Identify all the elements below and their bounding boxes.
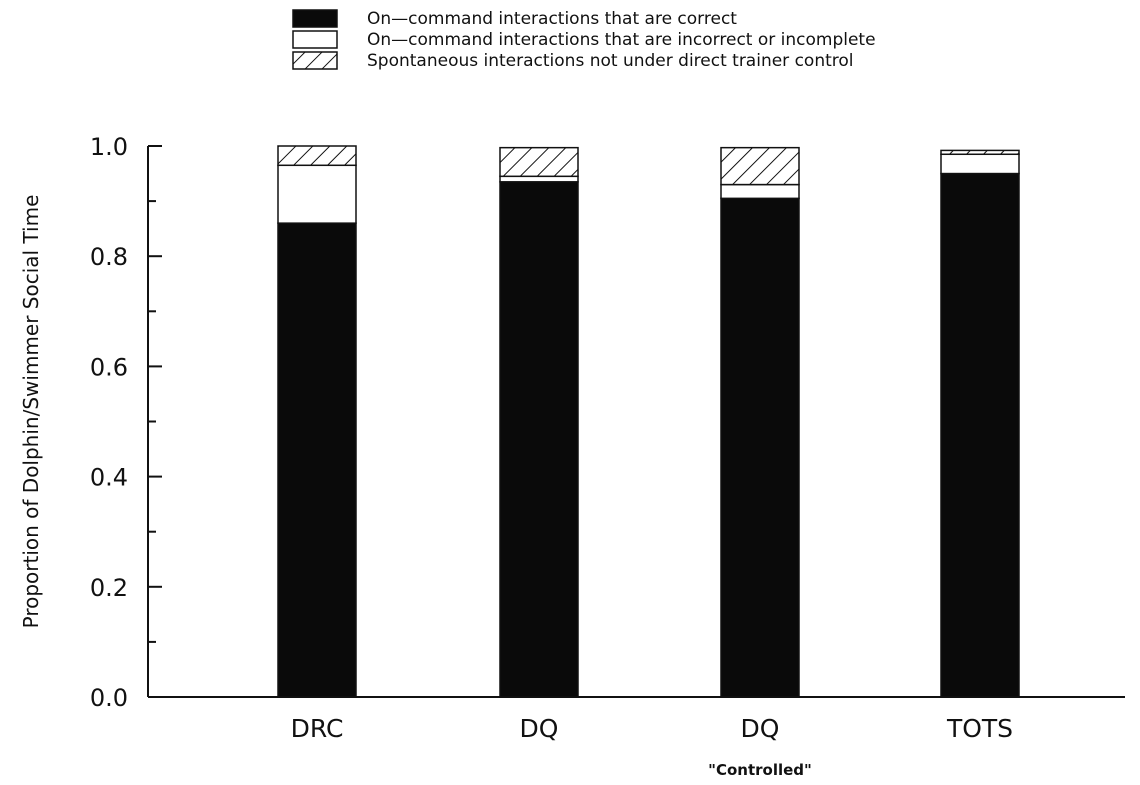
annotation-label: "Controlled" [708, 761, 812, 779]
annotations: "Controlled" [708, 761, 812, 779]
y-tick-label: 0.4 [90, 464, 128, 492]
x-tick-label: DRC [291, 714, 344, 743]
y-tick-label: 0.0 [90, 684, 128, 712]
legend-swatch-3 [292, 51, 338, 70]
y-axis: 0.0 0.2 0.4 0.6 0.8 1.0 Proportion of Dolphin/… [19, 133, 162, 712]
bar-segment-1 [277, 222, 357, 698]
x-tick-label: DQ [520, 714, 559, 743]
y-tick-label: 1.0 [90, 133, 128, 161]
bar-segment-1 [720, 197, 800, 698]
x-tick-label: TOTS [946, 714, 1013, 743]
y-tick-label: 0.6 [90, 353, 128, 381]
bar-segment-3 [499, 146, 579, 178]
bar-segment-1 [940, 172, 1020, 698]
bar-segment-3 [940, 149, 1020, 156]
y-axis-title: Proportion of Dolphin/Swimmer Social Tim… [19, 195, 43, 629]
legend: On—command interactions that are correct… [292, 9, 876, 71]
x-axis: DRC DQ DQ TOTS [148, 696, 1125, 743]
bars [277, 145, 1020, 698]
legend-label-2: On—command interactions that are incorre… [367, 30, 876, 50]
legend-label-1: On—command interactions that are correct [367, 9, 737, 29]
legend-swatch-2 [292, 30, 338, 49]
legend-swatch-1 [292, 9, 338, 28]
bar-segment-2 [720, 183, 800, 200]
bar-segment-2 [940, 153, 1020, 175]
bar-segment-3 [720, 146, 800, 186]
bar-segment-2 [499, 175, 579, 183]
legend-label-3: Spontaneous interactions not under direc… [367, 51, 854, 71]
y-tick-label: 0.8 [90, 243, 128, 271]
x-tick-label: DQ [741, 714, 780, 743]
bar-segment-3 [277, 145, 357, 167]
bar-segment-2 [277, 164, 357, 224]
bar-segment-1 [499, 181, 579, 698]
y-tick-label: 0.2 [90, 574, 128, 602]
